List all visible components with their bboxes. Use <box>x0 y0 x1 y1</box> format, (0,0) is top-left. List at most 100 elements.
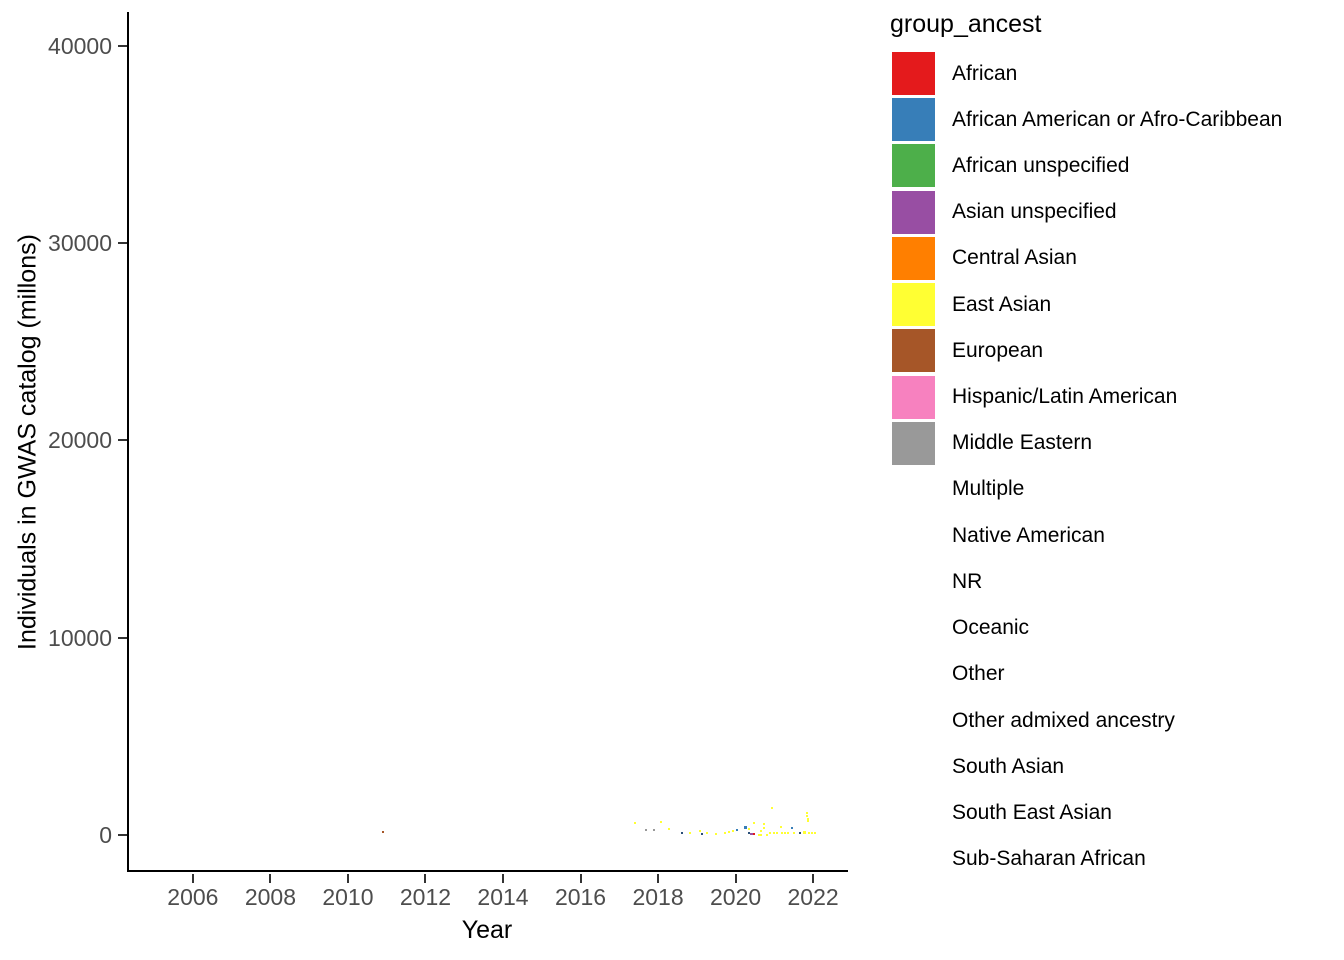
x-tick-mark <box>191 874 194 883</box>
data-point <box>762 823 765 826</box>
legend-swatch-blank <box>892 514 935 557</box>
x-tick-mark <box>269 874 272 883</box>
data-point <box>779 826 782 829</box>
data-point <box>698 830 701 833</box>
y-tick-label: 20000 <box>48 427 112 454</box>
x-tick-mark <box>346 874 349 883</box>
legend-swatch-blank <box>892 607 935 650</box>
legend-item-label: Native American <box>952 523 1105 547</box>
x-tick-mark <box>734 874 737 883</box>
data-point <box>814 832 817 835</box>
data-point <box>790 827 793 830</box>
legend-item: NR <box>892 560 982 603</box>
data-point <box>750 833 753 836</box>
data-point <box>748 832 751 835</box>
legend-item: Multiple <box>892 468 1024 511</box>
legend-item-label: Hispanic/Latin American <box>952 385 1178 409</box>
legend-item: European <box>892 329 1044 373</box>
legend-item: Oceanic <box>892 607 1029 650</box>
data-point <box>736 829 739 832</box>
data-point <box>753 822 756 825</box>
data-point <box>775 832 778 835</box>
x-tick-label: 2010 <box>322 884 374 910</box>
legend-item-label: Sub-Saharan African <box>952 847 1146 871</box>
legend-swatch-color <box>892 98 935 142</box>
legend-item: South East Asian <box>892 792 1112 835</box>
legend-swatch-color <box>892 144 935 188</box>
legend-item-label: South Asian <box>952 754 1065 778</box>
data-point <box>748 828 751 831</box>
data-point <box>772 832 775 835</box>
data-point <box>807 818 810 821</box>
x-tick-label: 2012 <box>399 884 452 910</box>
data-point <box>381 831 384 834</box>
data-point <box>806 812 809 815</box>
legend-swatch-blank <box>892 560 935 603</box>
x-tick-mark <box>657 874 660 883</box>
legend-swatch-color <box>892 421 935 465</box>
data-point <box>681 832 684 835</box>
data-point <box>653 828 656 831</box>
legend-swatch-color <box>892 283 935 327</box>
data-point <box>808 832 811 835</box>
x-tick-mark <box>579 874 582 883</box>
data-point <box>633 822 636 825</box>
data-point <box>759 834 762 837</box>
x-tick-mark <box>424 874 427 883</box>
x-tick-mark <box>812 874 815 883</box>
legend-item: African <box>892 52 1017 95</box>
legend-item: African American or Afro-Caribbean <box>892 98 1283 142</box>
legend-swatch-blank <box>892 653 935 696</box>
data-point <box>770 806 773 809</box>
y-tick-label: 40000 <box>48 32 112 59</box>
legend-item-label: Other <box>952 662 1005 686</box>
legend-item-label: Oceanic <box>952 616 1030 640</box>
legend: group_ancest African African American or … <box>888 10 1340 910</box>
legend-item-label: African American or Afro-Caribbean <box>952 107 1283 131</box>
legend-item-label: Asian unspecified <box>952 200 1117 224</box>
data-point <box>798 832 801 835</box>
legend-swatch-color <box>892 190 935 234</box>
y-tick-label: 10000 <box>48 624 112 651</box>
legend-item: Asian unspecified <box>892 190 1117 234</box>
data-point <box>807 820 810 823</box>
legend-item-label: Central Asian <box>952 246 1077 270</box>
y-tick-label: 0 <box>99 822 112 849</box>
legend-title: group_ancest <box>890 10 1042 38</box>
legend-item: Central Asian <box>892 236 1077 280</box>
legend-swatch-blank <box>892 838 935 881</box>
legend-swatch-blank <box>892 745 935 788</box>
legend-swatch-blank <box>892 792 935 835</box>
legend-item-label: Other admixed ancestry <box>952 708 1175 732</box>
data-point <box>780 832 783 835</box>
x-tick-label: 2008 <box>244 884 296 910</box>
y-tick-mark <box>118 636 127 639</box>
data-point <box>752 832 755 835</box>
x-tick-label: 2018 <box>632 884 684 910</box>
data-point <box>765 834 768 837</box>
x-tick-label: 2014 <box>477 884 529 910</box>
data-point <box>757 834 760 837</box>
data-point <box>727 831 730 834</box>
data-point <box>811 832 814 835</box>
x-tick-label: 2022 <box>787 884 839 910</box>
y-tick-mark <box>118 439 127 442</box>
plot-panel <box>127 12 848 872</box>
data-point <box>645 829 648 832</box>
legend-item-label: European <box>952 338 1044 362</box>
data-point <box>700 833 703 836</box>
legend-swatch-blank <box>892 468 935 511</box>
legend-item: Other <box>892 653 1005 696</box>
legend-item: Hispanic/Latin American <box>892 375 1178 419</box>
legend-item-label: East Asian <box>952 292 1052 316</box>
data-point <box>667 828 670 831</box>
y-axis-title: Individuals in GWAS catalog (millons) <box>13 234 42 650</box>
x-tick-mark <box>502 874 504 883</box>
legend-item-label: Middle Eastern <box>952 431 1093 455</box>
legend-item: African unspecified <box>892 144 1129 188</box>
legend-item: South Asian <box>892 745 1064 788</box>
data-point <box>762 827 765 830</box>
data-point <box>688 832 691 835</box>
data-point <box>731 830 734 833</box>
